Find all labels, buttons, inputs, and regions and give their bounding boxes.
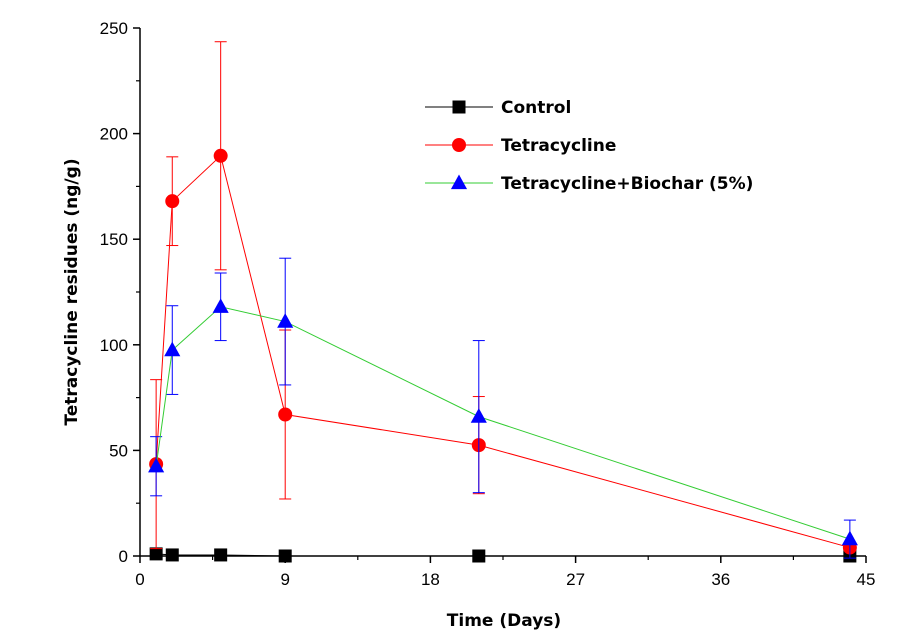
plot-area [148,41,858,563]
y-tick-label: 100 [100,336,128,355]
legend-item: Tetracycline [425,136,616,156]
series-line [155,154,850,549]
data-point [841,530,858,546]
legend: Control Tetracycline Tetracycline+Biochar … [425,98,753,194]
y-tick-label: 250 [100,19,128,38]
legend-item: Tetracycline+Biochar (5%) [425,174,753,194]
y-tick-label: 50 [109,441,128,460]
data-point [277,313,294,328]
data-point [165,194,180,209]
data-point [165,548,179,562]
legend-label: Tetracycline [501,136,616,156]
data-point [148,457,165,473]
data-point [214,548,228,562]
data-point [470,408,487,423]
axes: 0 9 18 27 36 45 0 50 100 150 200 250 [100,19,876,589]
legend-marker [452,100,466,114]
legend-label: Tetracycline+Biochar (5%) [501,174,753,194]
data-point [278,549,292,563]
data-point [278,407,293,422]
x-tick-label: 9 [280,570,289,589]
series-line [156,553,850,557]
x-tick-label: 36 [711,570,730,589]
legend-marker [450,174,468,190]
data-point [149,547,163,561]
x-tick-label: 45 [857,570,876,589]
y-tick-label: 200 [100,125,128,144]
series-1 [149,41,857,555]
data-point [213,148,228,163]
data-point [164,341,181,357]
data-point [212,298,229,313]
y-axis-title: Tetracycline residues (ng/g) [62,158,82,425]
legend-item: Control [425,98,571,118]
legend-label: Control [501,98,571,118]
x-tick-label: 27 [566,570,585,589]
series-0 [149,547,857,563]
series-2 [148,257,858,559]
y-tick-label: 0 [119,547,128,566]
x-axis-title: Time (Days) [447,611,561,631]
data-point [472,549,486,563]
legend-marker [452,138,466,152]
x-tick-label: 18 [421,570,440,589]
y-tick-label: 150 [100,230,128,249]
x-tick-label: 0 [135,570,144,589]
series-line [155,306,851,540]
